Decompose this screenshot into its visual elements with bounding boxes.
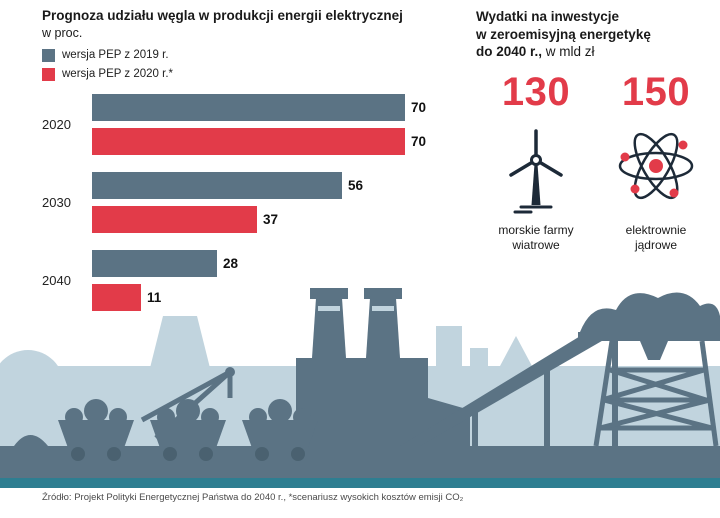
investment-items: 130 morskie farmy wiatrowe <box>476 70 716 253</box>
bar-value-label: 70 <box>411 99 427 115</box>
legend-item: wersja PEP z 2020 r.* <box>42 67 474 81</box>
caption-line: elektrownie <box>625 222 687 237</box>
bar <box>92 171 342 199</box>
bar-row: 70 <box>92 93 474 121</box>
nuclear-investment-value: 150 <box>621 69 691 114</box>
bar <box>92 127 405 155</box>
caption-line: morskie farmy <box>498 222 574 237</box>
bar-value-label: 70 <box>411 133 427 149</box>
nuclear-investment: 150 elektrownie jądrowe <box>596 70 716 253</box>
bar <box>92 283 141 311</box>
chart-title: Prognoza udziału węgla w produkcji energ… <box>42 8 403 23</box>
legend-swatch <box>42 48 55 62</box>
atom-icon-box <box>613 117 699 215</box>
nuclear-caption: elektrownie jądrowe <box>626 223 687 253</box>
wind-caption: morskie farmy wiatrowe <box>498 223 573 253</box>
bar-value-label: 28 <box>223 255 239 271</box>
investment-title-line2: w zeroemisyjną energetykę <box>476 26 651 42</box>
bar-chart: 2020 70 70 2030 56 37 2040 28 11 <box>42 93 474 311</box>
bar-pair: 70 70 <box>92 93 474 155</box>
legend-label: wersja PEP z 2020 r.* <box>62 68 174 81</box>
bar-group: 2020 70 70 <box>42 93 474 155</box>
wind-investment: 130 morskie farmy wiatrowe <box>476 70 596 253</box>
caption-line: wiatrowe <box>512 237 560 252</box>
bar-group: 2030 56 37 <box>42 171 474 233</box>
industrial-illustration <box>0 288 720 478</box>
wind-investment-value: 130 <box>501 69 571 114</box>
bottom-accent-bar <box>0 478 720 488</box>
bar-row: 11 <box>92 283 474 311</box>
bar-value-label: 37 <box>263 211 279 227</box>
legend-label: wersja PEP z 2019 r. <box>62 49 169 62</box>
investment-title-line3: do 2040 r., w mld zł <box>476 43 716 61</box>
legend-item: wersja PEP z 2019 r. <box>42 48 474 62</box>
wind-turbine-icon <box>509 128 563 214</box>
investment-section: Wydatki na inwestycje w zeroemisyjną ene… <box>476 8 716 253</box>
category-label: 2040 <box>42 272 71 288</box>
bar-row: 70 <box>92 127 474 155</box>
chart-legend: wersja PEP z 2019 r. wersja PEP z 2020 r.… <box>42 48 474 81</box>
wind-icon-box <box>493 117 579 215</box>
foreground-silhouette <box>0 288 720 478</box>
bar-group: 2040 28 11 <box>42 249 474 311</box>
investment-title-unit: w mld zł <box>542 44 595 60</box>
bar-row: 37 <box>92 205 474 233</box>
chart-subtitle: w proc. <box>42 25 83 40</box>
bar <box>92 249 217 277</box>
factory-silhouette <box>296 288 470 446</box>
investment-title: Wydatki na inwestycje w zeroemisyjną ene… <box>476 8 716 61</box>
coal-forecast-section: Prognoza udziału węgla w produkcji energ… <box>42 8 474 311</box>
legend-swatch <box>42 67 55 81</box>
caption-line: jądrowe <box>634 237 677 252</box>
bar-value-label: 56 <box>348 177 364 193</box>
coal-hopper-tower <box>578 292 720 447</box>
source-note: Źródło: Projekt Polityki Energetycznej P… <box>42 492 464 503</box>
bar <box>92 205 257 233</box>
category-label: 2020 <box>42 116 71 132</box>
investment-title-line1: Wydatki na inwestycje <box>476 9 620 24</box>
bar-pair: 28 11 <box>92 249 474 311</box>
coal-carts <box>14 399 318 461</box>
coal-cart <box>242 399 318 461</box>
bar-row: 56 <box>92 171 474 199</box>
coal-cart <box>58 399 134 461</box>
category-label: 2030 <box>42 194 71 210</box>
atom-icon <box>618 132 694 199</box>
bar-row: 28 <box>92 249 474 277</box>
investment-title-line3-bold: do 2040 r., <box>476 44 543 60</box>
bar <box>92 93 405 121</box>
coal-cart <box>150 399 226 461</box>
bar-value-label: 11 <box>147 289 162 305</box>
bar-pair: 56 37 <box>92 171 474 233</box>
